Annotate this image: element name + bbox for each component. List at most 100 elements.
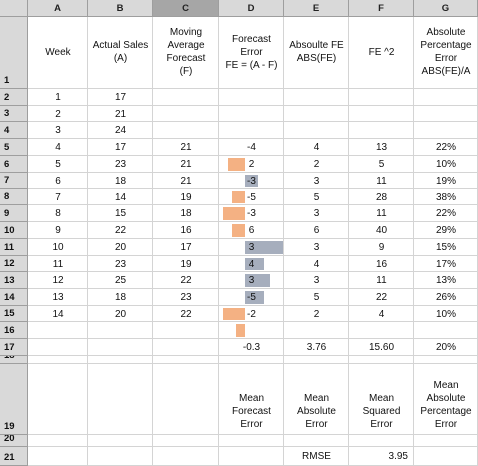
cell-b16[interactable] <box>88 322 153 339</box>
forecast-error-value: 4 <box>219 256 284 272</box>
week-value: 14 <box>28 306 88 322</box>
week-value: 13 <box>28 289 88 306</box>
squared-error-value: 40 <box>349 222 414 239</box>
cell-c19[interactable] <box>153 364 219 435</box>
actual-sales-value: 24 <box>88 122 153 139</box>
row-header-12[interactable]: 12 <box>0 256 28 272</box>
squared-error-value: 9 <box>349 239 414 256</box>
cell-a20[interactable] <box>28 435 88 447</box>
cell-g20[interactable] <box>414 435 478 447</box>
column-header-f[interactable]: F <box>349 0 414 17</box>
row-header-19[interactable]: 19 <box>0 364 28 435</box>
column-header-c[interactable]: C <box>153 0 219 17</box>
cell-d21[interactable] <box>219 447 284 466</box>
cell-g18[interactable] <box>414 356 478 364</box>
week-value: 6 <box>28 173 88 189</box>
cell-f20[interactable] <box>349 435 414 447</box>
actual-sales-value: 17 <box>88 139 153 156</box>
absolute-error-value: 3 <box>284 173 349 189</box>
row-header-3[interactable]: 3 <box>0 106 28 122</box>
cell-e16[interactable] <box>284 322 349 339</box>
column-header-a[interactable]: A <box>28 0 88 17</box>
cell-c16[interactable] <box>153 322 219 339</box>
cell-b18[interactable] <box>88 356 153 364</box>
cell-c17[interactable] <box>153 339 219 356</box>
cell-f18[interactable] <box>349 356 414 364</box>
negative-error-bar <box>236 324 245 337</box>
absolute-error-value: 5 <box>284 189 349 205</box>
header-week: Week <box>28 21 88 83</box>
row-header-15[interactable]: 15 <box>0 306 28 322</box>
row-header-16[interactable]: 16 <box>0 322 28 339</box>
mean-abs-pct-error-label: Mean Absolute Percentage Error <box>414 372 478 435</box>
row-header-1[interactable]: 1 <box>0 17 28 89</box>
absolute-error-value: 3 <box>284 272 349 289</box>
cell-e20[interactable] <box>284 435 349 447</box>
column-header-d[interactable]: D <box>219 0 284 17</box>
row-header-14[interactable]: 14 <box>0 289 28 306</box>
row-header-11[interactable]: 11 <box>0 239 28 256</box>
forecast-error-value: -3 <box>219 205 284 222</box>
row-header-6[interactable]: 6 <box>0 156 28 173</box>
row-header-7[interactable]: 7 <box>0 173 28 189</box>
week-value: 2 <box>28 106 88 122</box>
row-header-10[interactable]: 10 <box>0 222 28 239</box>
cell-d16[interactable] <box>219 322 284 339</box>
actual-sales-value: 15 <box>88 205 153 222</box>
row-header-4[interactable]: 4 <box>0 122 28 139</box>
row-header-17[interactable]: 17 <box>0 339 28 356</box>
cell-c20[interactable] <box>153 435 219 447</box>
absolute-error-value: 4 <box>284 139 349 156</box>
squared-error-value <box>349 89 414 106</box>
cell-f16[interactable] <box>349 322 414 339</box>
cell-b20[interactable] <box>88 435 153 447</box>
cell-g16[interactable] <box>414 322 478 339</box>
row-header-13[interactable]: 13 <box>0 272 28 289</box>
absolute-error-value: 2 <box>284 156 349 173</box>
squared-error-value: 4 <box>349 306 414 322</box>
cell-b21[interactable] <box>88 447 153 466</box>
forecast-error-value: 6 <box>219 222 284 239</box>
cell-e18[interactable] <box>284 356 349 364</box>
cell-g21[interactable] <box>414 447 478 466</box>
cell-a18[interactable] <box>28 356 88 364</box>
header-actual-sales: Actual Sales (A) <box>88 21 153 83</box>
cell-a17[interactable] <box>28 339 88 356</box>
row-header-9[interactable]: 9 <box>0 205 28 222</box>
pct-error-value: 38% <box>414 189 478 205</box>
column-header-b[interactable]: B <box>88 0 153 17</box>
squared-error-value: 11 <box>349 272 414 289</box>
row-header-20[interactable]: 20 <box>0 435 28 447</box>
week-value: 3 <box>28 122 88 139</box>
cell-b19[interactable] <box>88 364 153 435</box>
cell-a19[interactable] <box>28 364 88 435</box>
cell-d20[interactable] <box>219 435 284 447</box>
row-header-2[interactable]: 2 <box>0 89 28 106</box>
forecast-value: 21 <box>153 156 219 173</box>
column-header-g[interactable]: G <box>414 0 478 17</box>
squared-error-value <box>349 106 414 122</box>
pct-error-value: 10% <box>414 156 478 173</box>
cell-c18[interactable] <box>153 356 219 364</box>
cell-b17[interactable] <box>88 339 153 356</box>
forecast-error-value <box>219 122 284 139</box>
forecast-error-value <box>219 106 284 122</box>
actual-sales-value: 14 <box>88 189 153 205</box>
pct-error-value <box>414 122 478 139</box>
mean-forecast-error-value: -0.3 <box>219 339 284 356</box>
actual-sales-value: 18 <box>88 173 153 189</box>
row-header-8[interactable]: 8 <box>0 189 28 205</box>
select-all-corner[interactable] <box>0 0 28 17</box>
cell-a16[interactable] <box>28 322 88 339</box>
row-header-21[interactable]: 21 <box>0 447 28 466</box>
actual-sales-value: 25 <box>88 272 153 289</box>
cell-a21[interactable] <box>28 447 88 466</box>
cell-c21[interactable] <box>153 447 219 466</box>
absolute-error-value: 2 <box>284 306 349 322</box>
row-header-5[interactable]: 5 <box>0 139 28 156</box>
absolute-error-value <box>284 106 349 122</box>
row-header-18[interactable]: 18 <box>0 356 28 364</box>
column-header-e[interactable]: E <box>284 0 349 17</box>
cell-d18[interactable] <box>219 356 284 364</box>
mean-squared-error-value: 15.60 <box>349 339 414 356</box>
